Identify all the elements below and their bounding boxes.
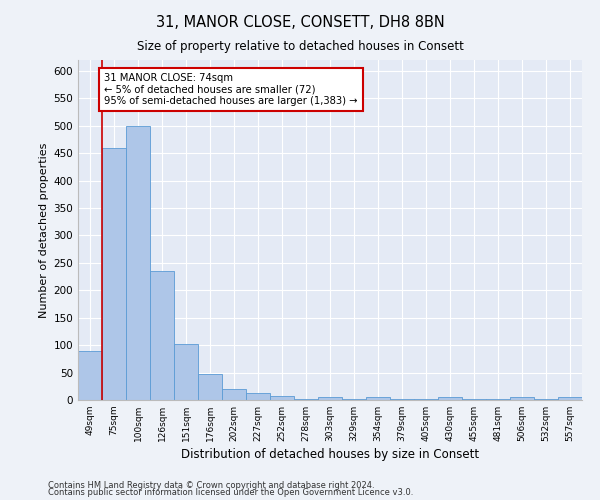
Bar: [558, 398, 582, 400]
Text: Size of property relative to detached houses in Consett: Size of property relative to detached ho…: [137, 40, 463, 53]
Text: 31 MANOR CLOSE: 74sqm
← 5% of detached houses are smaller (72)
95% of semi-detac: 31 MANOR CLOSE: 74sqm ← 5% of detached h…: [104, 72, 358, 106]
X-axis label: Distribution of detached houses by size in Consett: Distribution of detached houses by size …: [181, 448, 479, 461]
Bar: [102, 148, 126, 400]
Bar: [78, 350, 102, 400]
Bar: [270, 396, 294, 400]
Bar: [222, 389, 246, 400]
Bar: [150, 271, 174, 400]
Text: Contains HM Land Registry data © Crown copyright and database right 2024.: Contains HM Land Registry data © Crown c…: [48, 480, 374, 490]
Bar: [174, 344, 198, 400]
Y-axis label: Number of detached properties: Number of detached properties: [39, 142, 49, 318]
Bar: [198, 374, 222, 400]
Bar: [366, 398, 390, 400]
Text: Contains public sector information licensed under the Open Government Licence v3: Contains public sector information licen…: [48, 488, 413, 497]
Bar: [126, 126, 150, 400]
Bar: [246, 394, 270, 400]
Text: 31, MANOR CLOSE, CONSETT, DH8 8BN: 31, MANOR CLOSE, CONSETT, DH8 8BN: [155, 15, 445, 30]
Bar: [318, 398, 342, 400]
Bar: [510, 398, 534, 400]
Bar: [438, 398, 462, 400]
